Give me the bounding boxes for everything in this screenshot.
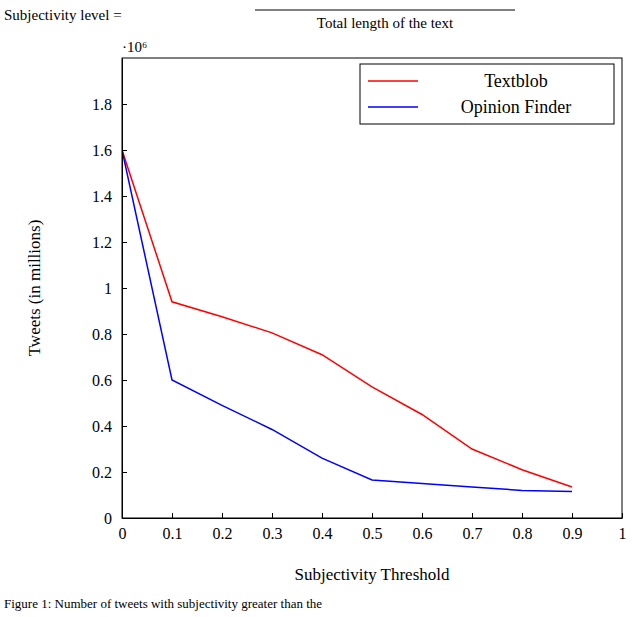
tick: 0.1	[163, 513, 183, 542]
tick-mark	[122, 472, 127, 473]
tick-mark	[272, 513, 273, 518]
tick-mark	[122, 196, 127, 197]
tick: 1.4	[92, 188, 127, 205]
legend-box	[360, 64, 614, 124]
legend-label: Opinion Finder	[461, 97, 572, 117]
tick-label: 0.8	[513, 525, 533, 542]
tick-label: 0.2	[213, 525, 233, 542]
tick: 0.3	[263, 513, 283, 542]
tick-label: 1.4	[92, 188, 112, 205]
plot-area	[122, 150, 572, 492]
tick-mark	[522, 513, 523, 518]
legend-swatch	[368, 80, 418, 82]
annotation: ·10⁶	[122, 39, 147, 55]
legend: Textblob Opinion Finder	[360, 64, 614, 124]
tick-mark	[122, 150, 127, 151]
tick-mark	[222, 513, 223, 518]
tick: 0.4	[313, 513, 333, 542]
legend-label: Textblob	[484, 71, 548, 91]
tick-mark	[122, 288, 127, 289]
tick-label: 0.1	[163, 525, 183, 542]
y-axis: 0 0.2 0.4 0.6 0.8 1 1.2 1.4 1.6 1.8	[92, 59, 127, 527]
tick-label: 0.3	[263, 525, 283, 542]
tick-mark	[172, 513, 173, 518]
tick: 0.8	[513, 513, 533, 542]
tick-label: 0.8	[92, 326, 112, 343]
tick: 0.5	[363, 513, 383, 542]
x-axis: 0 0.1 0.2 0.3 0.4 0.5 0.6 0.7 0.8 0.9 1	[119, 513, 627, 542]
tick-label: 1	[104, 280, 112, 297]
tick-label: 0	[119, 525, 127, 542]
tick-label: 0.6	[92, 372, 112, 389]
tick: 0.6	[413, 513, 433, 542]
tick: 1	[104, 280, 127, 297]
tick-label: 1	[619, 525, 627, 542]
tick: 1.2	[92, 234, 127, 251]
tick: 0.6	[92, 372, 127, 389]
tick-label: 1.8	[92, 96, 112, 113]
tick-mark	[422, 513, 423, 518]
tick-mark	[122, 380, 127, 381]
tick-label: 0.7	[463, 525, 483, 542]
annotation: Subjectivity level =	[4, 7, 122, 23]
tick-mark	[122, 242, 127, 243]
tick: 1.8	[92, 96, 127, 113]
tick-label: 0.2	[92, 464, 112, 481]
tick-mark	[472, 513, 473, 518]
tick: 0.7	[463, 513, 483, 542]
tick-label: 0.9	[563, 525, 583, 542]
tick-mark	[572, 513, 573, 518]
series-line	[122, 150, 572, 487]
tick-label: 1.2	[92, 234, 112, 251]
tick: 0	[104, 510, 127, 527]
tick-mark	[122, 334, 127, 335]
tick-label: 1.6	[92, 142, 112, 159]
tick-mark	[622, 513, 623, 518]
x-axis-title: Subjectivity Threshold	[294, 565, 450, 584]
y-axis-title: Tweets (in millions)	[25, 220, 44, 357]
tick: 0.4	[92, 418, 127, 435]
annotation: Figure 1: Number of tweets with subjecti…	[4, 596, 322, 611]
fraction-line	[255, 10, 515, 11]
tick-label: 0.5	[363, 525, 383, 542]
tick-mark	[322, 513, 323, 518]
legend-swatch	[368, 106, 418, 108]
tick: 1.6	[92, 142, 127, 159]
tick-mark	[372, 513, 373, 518]
tick-label: 0.6	[413, 525, 433, 542]
tick-label: 0.4	[92, 418, 112, 435]
tick: 0.9	[563, 513, 583, 542]
tick: 0.8	[92, 326, 127, 343]
tick-mark	[122, 104, 127, 105]
tick: 1	[619, 513, 627, 542]
annotation: Total length of the text	[317, 15, 454, 31]
tick-label: 0	[104, 510, 112, 527]
tick-mark	[122, 518, 127, 519]
tick: 0.2	[92, 464, 127, 481]
plot-frame	[122, 58, 622, 518]
tick-label: 0.4	[313, 525, 333, 542]
series-line	[122, 150, 572, 492]
tick-mark	[122, 426, 127, 427]
axis-line	[123, 518, 623, 519]
tick: 0.2	[213, 513, 233, 542]
chart: Subjectivity level = Total length of the …	[0, 0, 640, 617]
